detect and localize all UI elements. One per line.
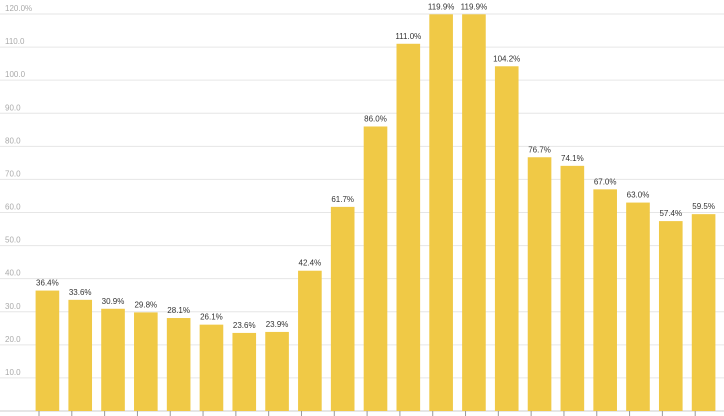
value-label: 76.7% [528,145,551,154]
bar [68,299,93,411]
y-tick-label: 70.0 [5,169,21,178]
bar [298,270,322,411]
value-label: 61.7% [331,195,354,204]
value-label: 119.9% [461,2,488,11]
value-label: 30.9% [102,297,125,306]
bar [691,214,716,411]
bar [363,126,388,411]
bar [101,308,125,411]
value-label: 23.6% [233,321,256,330]
value-label: 86.0% [364,114,387,123]
bar [658,221,683,411]
value-label: 67.0% [594,177,617,186]
value-label: 111.0% [395,32,421,41]
y-tick-label: 90.0 [5,103,21,112]
bar [462,14,486,411]
bar [134,312,158,411]
value-label: 42.4% [299,259,322,268]
value-label: 57.4% [659,209,682,218]
y-tick-label: 20.0 [5,335,21,344]
y-tick-label: 80.0 [5,136,21,145]
bar [330,206,355,411]
value-label: 59.5% [692,202,715,211]
y-tick-label: 100.0 [5,70,26,79]
value-label: 63.0% [627,191,650,200]
bar [265,331,289,411]
value-label: 104.2% [493,54,520,63]
y-tick-label: 10.0 [5,368,21,377]
bar [494,66,519,411]
y-tick-label: 120.0% [5,4,32,13]
bar [396,43,421,412]
value-label: 33.6% [69,288,92,297]
bar [429,14,453,411]
bar [527,157,552,411]
value-label: 74.1% [561,154,584,163]
bar [199,324,224,411]
bar [593,189,617,411]
value-label: 23.9% [266,320,289,329]
value-label: 29.8% [134,300,157,309]
y-tick-label: 50.0 [5,236,21,245]
y-tick-label: 30.0 [5,302,21,311]
y-tick-label: 40.0 [5,269,21,278]
bar [626,202,650,411]
value-label: 26.1% [200,313,223,322]
value-label: 119.9% [428,2,455,11]
y-tick-label: 60.0 [5,203,21,212]
bar [560,165,585,411]
value-label: 36.4% [36,279,59,288]
value-label: 28.1% [167,306,190,315]
y-tick-label: 110.0 [5,37,25,46]
bar [35,290,60,411]
bar [166,318,191,411]
bar [232,332,257,411]
